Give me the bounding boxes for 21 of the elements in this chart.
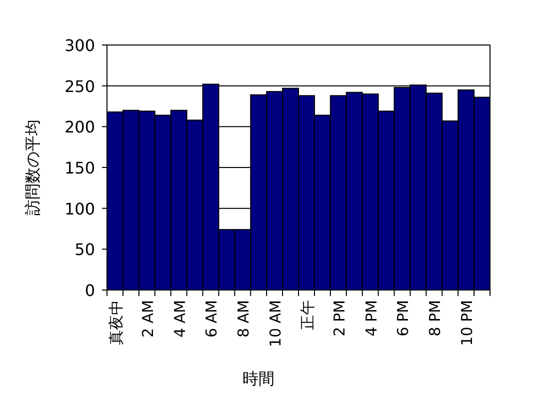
x-axis-title: 時間 xyxy=(242,369,274,388)
x-tick-label: 10 PM xyxy=(458,300,476,346)
y-tick-label: 200 xyxy=(64,118,95,137)
x-tick-label: 4 AM xyxy=(170,300,189,338)
y-tick-label: 50 xyxy=(74,240,95,260)
x-tick-label: 2 PM xyxy=(330,300,348,336)
x-tick-label: 10 AM xyxy=(266,300,285,348)
x-tick-label: 6 AM xyxy=(202,300,221,338)
y-tick-label: 250 xyxy=(64,76,95,96)
y-tick-label: 150 xyxy=(64,158,95,178)
y-tick-label: 300 xyxy=(64,36,95,55)
x-tick-label: 6 PM xyxy=(394,300,412,336)
x-tick-label: 真夜中 xyxy=(106,300,125,345)
x-tick-label: 正午 xyxy=(298,300,316,330)
y-axis-title: 訪問数の平均 xyxy=(23,120,42,216)
y-tick-label: 100 xyxy=(64,199,95,218)
x-tick-label: 8 AM xyxy=(234,300,253,338)
y-tick-label: 0 xyxy=(84,281,95,300)
x-tick-label: 8 PM xyxy=(426,300,444,336)
x-tick-label: 2 AM xyxy=(138,300,157,338)
x-tick-label: 4 PM xyxy=(362,300,380,336)
